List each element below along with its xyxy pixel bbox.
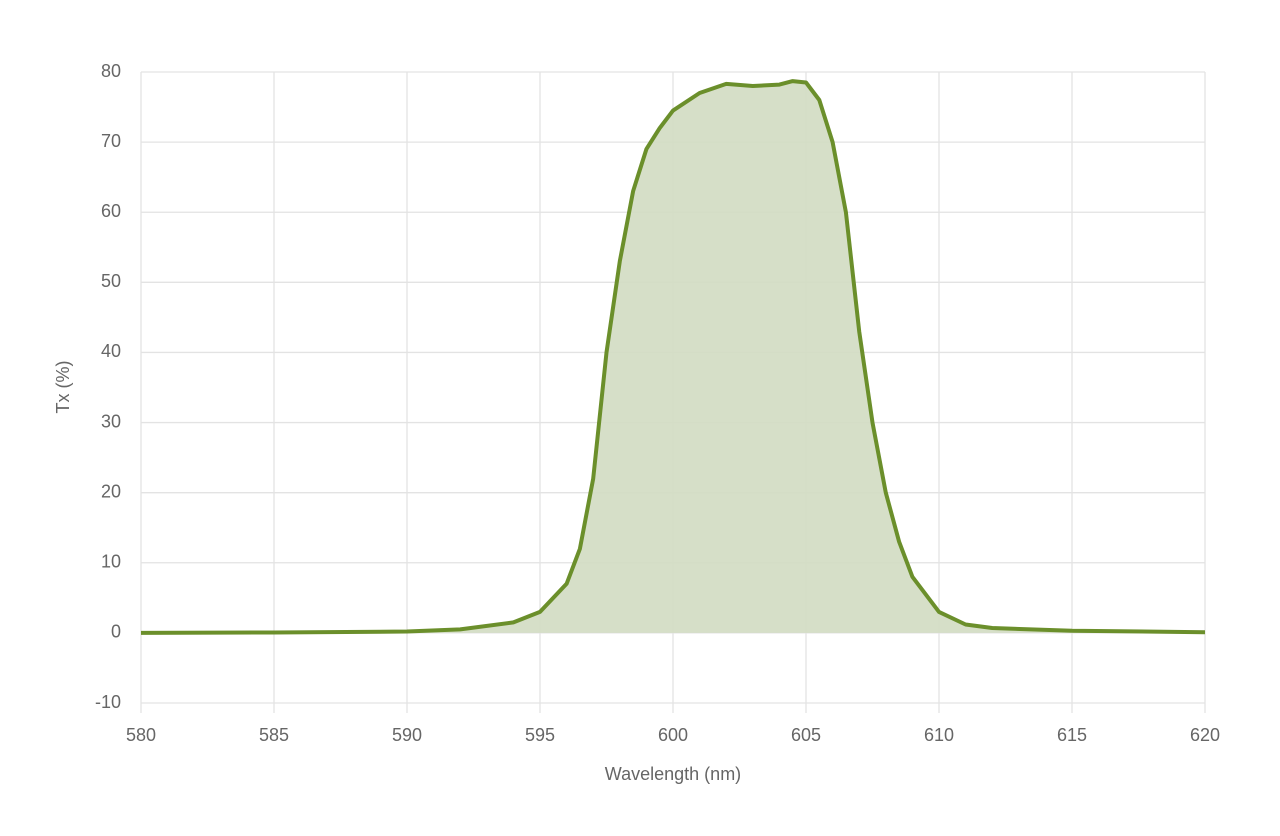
y-axis-label: Tx (%) (53, 361, 73, 414)
area (141, 81, 1205, 633)
y-tick-label: 30 (101, 411, 121, 431)
y-tick-label: 10 (101, 552, 121, 572)
y-tick-label: 0 (111, 622, 121, 642)
x-tick-label: 595 (525, 725, 555, 745)
y-tick-label: 50 (101, 271, 121, 291)
y-tick-label: 80 (101, 61, 121, 81)
y-tick-label: -10 (95, 692, 121, 712)
y-tick-label: 70 (101, 131, 121, 151)
y-tick-label: 40 (101, 341, 121, 361)
x-tick-label: 600 (658, 725, 688, 745)
line (140, 79, 1206, 635)
y-tick-label: 60 (101, 201, 121, 221)
x-axis-label: Wavelength (nm) (605, 764, 741, 784)
x-tick-label: 585 (259, 725, 289, 745)
x-tick-label: 620 (1190, 725, 1220, 745)
x-tick-label: 610 (924, 725, 954, 745)
x-tick-label: 615 (1057, 725, 1087, 745)
x-tick-label: 605 (791, 725, 821, 745)
y-tick-label: 20 (101, 481, 121, 501)
x-tick-label: 580 (126, 725, 156, 745)
x-tick-label: 590 (392, 725, 422, 745)
